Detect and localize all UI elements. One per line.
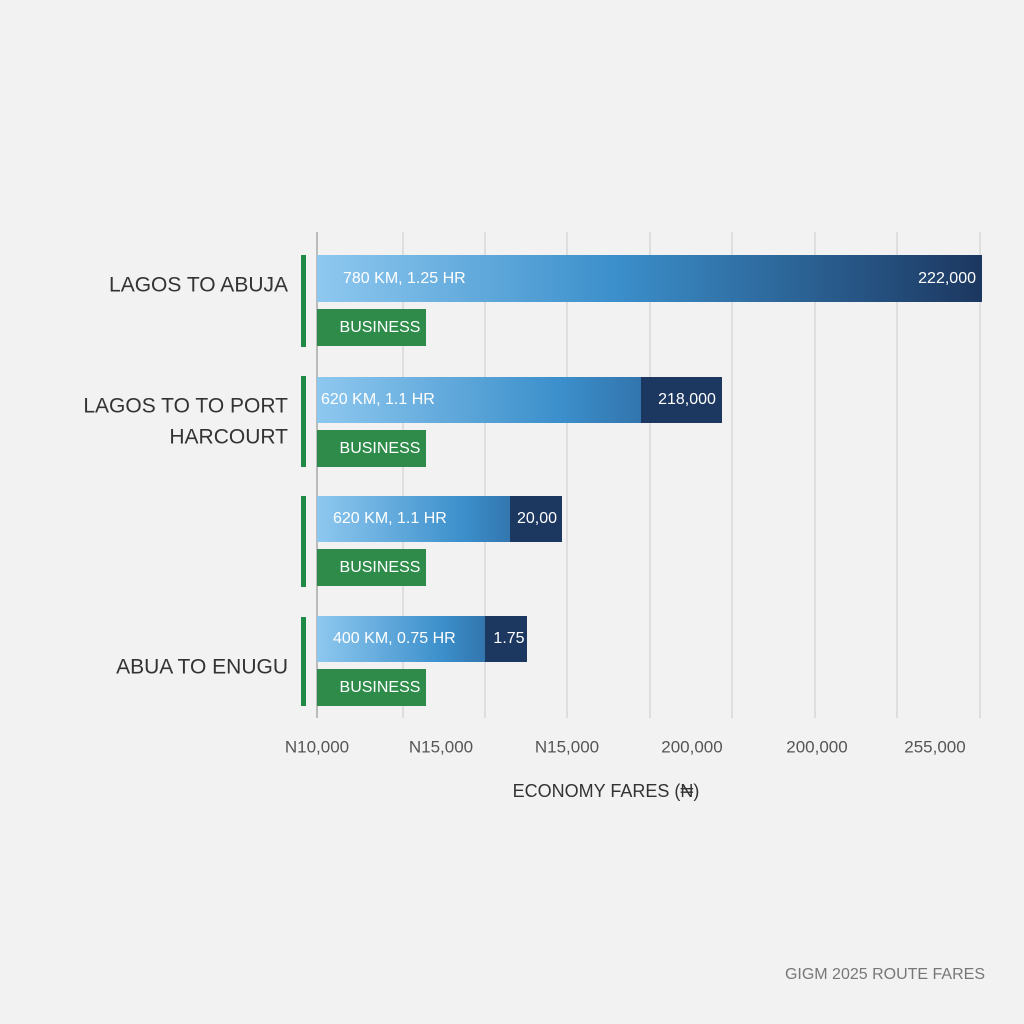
category-label: HARCOURT xyxy=(169,426,288,449)
business-tag xyxy=(317,430,426,467)
bar-detail: 620 KM, 1.1 HR xyxy=(333,510,447,527)
business-tag xyxy=(317,669,426,706)
bar-detail: 400 KM, 0.75 HR xyxy=(333,630,456,647)
fare-label: 218,000 xyxy=(658,391,716,408)
x-tick-label: N15,000 xyxy=(409,737,473,756)
x-tick-label: 200,000 xyxy=(786,737,847,756)
footer: GIGM 2025 ROUTE FARES xyxy=(785,966,985,983)
tag-label: BUSINESS xyxy=(340,440,421,457)
group-accent xyxy=(301,255,306,347)
business-tag xyxy=(317,549,426,586)
category-label: LAGOS TO ABUJA xyxy=(109,274,288,297)
group-accent xyxy=(301,617,306,706)
x-tick-label: 200,000 xyxy=(661,737,722,756)
fare-label: 20,00 xyxy=(517,510,557,527)
x-tick-label: N10,000 xyxy=(285,737,349,756)
fare-box xyxy=(641,377,722,423)
tag-label: BUSINESS xyxy=(340,679,421,696)
x-tick-label: N15,000 xyxy=(535,737,599,756)
tag-label: BUSINESS xyxy=(340,559,421,576)
business-tag xyxy=(317,309,426,346)
fare-box xyxy=(485,616,527,662)
group-accent xyxy=(301,496,306,587)
fare-bar xyxy=(317,255,982,302)
fare-label: 1.75 xyxy=(493,630,524,647)
category-label: LAGOS TO TO PORT xyxy=(83,395,288,418)
tag-label: BUSINESS xyxy=(340,319,421,336)
fare-box xyxy=(510,496,562,542)
group-accent xyxy=(301,376,306,467)
bar-detail: 780 KM, 1.25 HR xyxy=(343,270,466,287)
bar-detail: 620 KM, 1.1 HR xyxy=(321,391,435,408)
category-label: ABUA TO ENUGU xyxy=(116,656,288,679)
x-axis-title: ECONOMY FARES (₦) xyxy=(513,781,700,801)
fare-label: 222,000 xyxy=(918,270,976,287)
x-tick-label: 255,000 xyxy=(904,737,965,756)
